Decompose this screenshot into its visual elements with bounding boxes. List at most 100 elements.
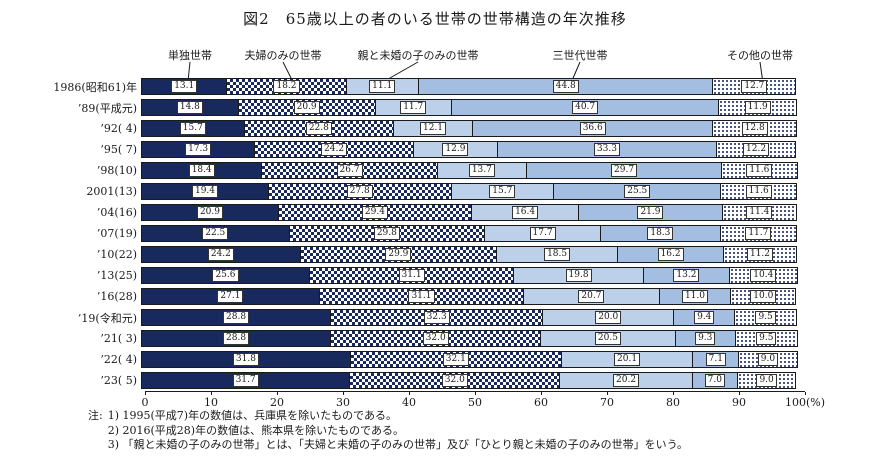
value-label: 16.4 bbox=[512, 206, 539, 219]
chart-row: ’10(22) 24.2 29.9 18.5 16.2 11.2 bbox=[5, 244, 801, 265]
x-tick-mark bbox=[607, 392, 608, 395]
bar-segment-three-generation: 11.0 bbox=[658, 288, 732, 305]
stacked-bar: 20.9 29.4 16.4 21.9 11.4 bbox=[141, 204, 801, 221]
bar-segment-couple-only: 27.8 bbox=[268, 183, 452, 200]
bar-segment-other: 9.5 bbox=[734, 330, 798, 347]
value-label: 9.0 bbox=[756, 374, 777, 387]
bar-segment-single: 15.7 bbox=[141, 120, 245, 137]
bar-segment-couple-only: 31.1 bbox=[318, 288, 525, 305]
bar-segment-three-generation: 7.0 bbox=[691, 372, 738, 389]
bar-segment-couple-only: 32.0 bbox=[349, 372, 561, 389]
bar-segment-single: 18.4 bbox=[141, 162, 263, 179]
value-label: 7.1 bbox=[705, 353, 726, 366]
note-line: 3) 「親と未婚の子のみの世帯」とは、「夫婦と未婚の子のみの世帯」及び「ひとり親… bbox=[107, 438, 689, 451]
bar-segment-other: 11.9 bbox=[718, 99, 797, 116]
stacked-bar: 15.7 22.8 12.1 36.6 12.8 bbox=[141, 120, 801, 137]
bar-segment-single: 28.8 bbox=[141, 309, 332, 326]
legend-leader-lines bbox=[187, 61, 763, 80]
note-line: 1) 1995(平成7)年の数値は、兵庫県を除いたものである。 bbox=[107, 409, 397, 422]
x-tick-label: 20 bbox=[270, 396, 284, 409]
bar-segment-single: 28.8 bbox=[141, 330, 332, 347]
value-label: 9.5 bbox=[755, 311, 776, 324]
stacked-bar: 31.7 32.0 20.2 7.0 9.0 bbox=[141, 372, 801, 389]
value-label: 20.7 bbox=[578, 290, 605, 303]
bar-segment-other: 11.6 bbox=[721, 162, 798, 179]
bar-segment-three-generation: 7.1 bbox=[692, 351, 740, 368]
value-label: 19.8 bbox=[565, 269, 592, 282]
notes: 注: 1) 1995(平成7)年の数値は、兵庫県を除いたものである。 2) 201… bbox=[88, 409, 688, 453]
x-tick-label: 30 bbox=[336, 396, 350, 409]
chart-row: ’04(16) 20.9 29.4 16.4 21.9 11.4 bbox=[5, 202, 801, 223]
bar-segment-parent-unmarried-child: 20.0 bbox=[542, 309, 675, 326]
value-label: 9.3 bbox=[695, 332, 716, 345]
stacked-bar: 19.4 27.8 15.7 25.5 11.6 bbox=[141, 183, 801, 200]
stacked-bar: 17.3 24.2 12.9 33.3 12.2 bbox=[141, 141, 801, 158]
chart-row: ’92( 4) 15.7 22.8 12.1 36.6 12.8 bbox=[5, 118, 801, 139]
value-label: 13.7 bbox=[468, 164, 495, 177]
bar-segment-other: 9.0 bbox=[738, 351, 798, 368]
x-tick-mark bbox=[145, 392, 146, 395]
value-label: 36.6 bbox=[579, 122, 606, 135]
bar-segment-parent-unmarried-child: 16.4 bbox=[470, 204, 580, 221]
bar-segment-three-generation: 44.8 bbox=[417, 78, 714, 95]
value-label: 31.1 bbox=[408, 290, 435, 303]
bar-segment-single: 24.2 bbox=[141, 246, 301, 263]
x-tick-label: 90 bbox=[732, 396, 746, 409]
value-label: 24.2 bbox=[321, 143, 348, 156]
bar-segment-parent-unmarried-child: 20.5 bbox=[540, 330, 676, 347]
bar-segment-three-generation: 33.3 bbox=[497, 141, 717, 158]
value-label: 11.7 bbox=[745, 227, 772, 240]
legend-leader-line bbox=[187, 61, 191, 80]
year-label: ’16(28) bbox=[96, 290, 137, 303]
bar-segment-single: 31.7 bbox=[141, 372, 351, 389]
value-label: 25.5 bbox=[624, 185, 651, 198]
bar-segment-three-generation: 16.2 bbox=[617, 246, 725, 263]
x-tick-mark bbox=[475, 392, 476, 395]
value-label: 11.9 bbox=[744, 101, 771, 114]
bar-segment-three-generation: 36.6 bbox=[471, 120, 714, 137]
year-label: ’07(19) bbox=[96, 227, 137, 240]
value-label: 27.8 bbox=[346, 185, 373, 198]
chart-title: 図2 65歳以上の者のいる世帯の世帯構造の年次推移 bbox=[243, 10, 627, 28]
x-tick-label: 10 bbox=[204, 396, 218, 409]
x-tick-mark bbox=[739, 392, 740, 395]
year-label: ’04(16) bbox=[96, 206, 137, 219]
value-label: 31.8 bbox=[232, 353, 259, 366]
bar-segment-other: 11.4 bbox=[721, 204, 797, 221]
stacked-bar: 28.8 32.0 20.5 9.3 9.5 bbox=[141, 330, 801, 347]
value-label: 10.4 bbox=[750, 269, 777, 282]
value-label: 7.0 bbox=[704, 374, 725, 387]
bar-segment-single: 17.3 bbox=[141, 141, 256, 158]
x-tick-mark bbox=[673, 392, 674, 395]
bar-segment-other: 12.7 bbox=[712, 78, 797, 95]
note-line: 2) 2016(平成28)年の数値は、熊本県を除いたものである。 bbox=[107, 423, 404, 437]
stacked-bar: 25.6 31.1 19.8 13.2 10.4 bbox=[141, 267, 801, 284]
chart-row: ’19(令和元) 28.8 32.3 20.0 9.4 9.5 bbox=[5, 307, 801, 328]
x-tick-label: 80 bbox=[666, 396, 680, 409]
value-label: 20.2 bbox=[613, 374, 640, 387]
x-tick-label: 70 bbox=[600, 396, 614, 409]
value-label: 29.4 bbox=[361, 206, 388, 219]
year-label: ’21( 3) bbox=[100, 332, 137, 345]
value-label: 29.9 bbox=[385, 248, 412, 261]
legend-label-single: 単独世帯 bbox=[168, 49, 212, 62]
bar-segment-three-generation: 18.3 bbox=[599, 225, 721, 242]
bar-segment-parent-unmarried-child: 20.1 bbox=[560, 351, 694, 368]
value-label: 18.5 bbox=[544, 248, 571, 261]
bar-segment-single: 27.1 bbox=[141, 288, 320, 305]
bar-segment-couple-only: 26.7 bbox=[261, 162, 438, 179]
value-label: 18.2 bbox=[273, 80, 300, 93]
value-label: 22.8 bbox=[305, 122, 332, 135]
bar-segment-parent-unmarried-child: 17.7 bbox=[484, 225, 601, 242]
stacked-bar: 13.1 18.2 11.1 44.8 12.7 bbox=[141, 78, 801, 95]
note-lines: 1) 1995(平成7)年の数値は、兵庫県を除いたものである。 2) 2016(平… bbox=[108, 409, 688, 453]
year-label: ’92( 4) bbox=[100, 122, 137, 135]
bar-segment-couple-only: 24.2 bbox=[254, 141, 414, 158]
legend-leader-line bbox=[387, 61, 419, 80]
bar-segment-three-generation: 29.7 bbox=[526, 162, 723, 179]
value-label: 14.8 bbox=[176, 101, 203, 114]
x-tick-mark bbox=[541, 392, 542, 395]
value-label: 18.4 bbox=[188, 164, 215, 177]
bar-segment-single: 20.9 bbox=[141, 204, 279, 221]
